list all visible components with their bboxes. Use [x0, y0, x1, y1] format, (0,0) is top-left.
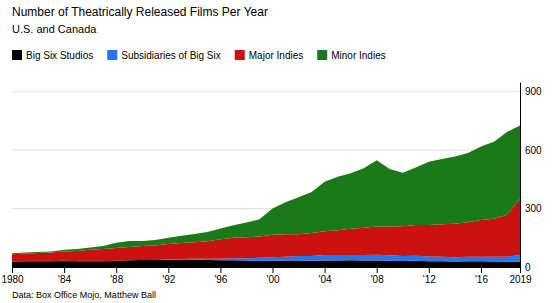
plot: 1980 '84 '88 '92 '96 '00 '04 '08 '12 '16 20190 300 6… — [1, 83, 542, 286]
tick-label: '84 — [58, 274, 71, 285]
x-axis: 1980 '84 '88 '92 '96 '00 '04 '08 '12 '16 2019 — [1, 267, 532, 285]
legend-swatch — [235, 50, 245, 60]
tick-label: 2019 — [509, 274, 532, 285]
tick-label: '12 — [423, 274, 436, 285]
tick: '92 — [162, 267, 175, 285]
tick: 600 — [520, 145, 542, 156]
axis-line — [13, 267, 521, 268]
tick: 300 — [520, 203, 542, 214]
grid-line — [12, 91, 520, 92]
tick-mark — [481, 267, 482, 273]
legend-swatch — [107, 50, 117, 60]
tick: '00 — [266, 267, 279, 285]
tick-label: 900 — [525, 86, 542, 97]
tick: '96 — [214, 267, 227, 285]
tick-label: '16 — [475, 274, 488, 285]
tick-label: '92 — [162, 274, 175, 285]
tick-mark — [168, 267, 169, 273]
title: Number of Theatrically Released Films Pe… — [12, 5, 268, 19]
tick-label: '88 — [110, 274, 123, 285]
legend-item: Minor Indies — [317, 50, 385, 61]
legend-swatch — [12, 50, 22, 60]
legend-item: Subsidiaries of Big Six — [107, 50, 221, 61]
y-axis: 0 300 600 900 — [520, 83, 542, 273]
tick-label: '00 — [266, 274, 279, 285]
chart: Number of Theatrically Released Films Pe… — [0, 0, 560, 303]
axis-line — [520, 83, 521, 268]
legend: Big Six Studios Subsidiaries of Big Six Ma… — [12, 50, 386, 61]
tick-label: 600 — [525, 145, 542, 156]
legend-item: Major Indies — [235, 50, 303, 61]
tick-label: 300 — [525, 203, 542, 214]
subtitle: U.S. and Canada — [12, 23, 97, 35]
tick: '88 — [110, 267, 123, 285]
tick-mark — [12, 267, 13, 273]
areas — [12, 125, 520, 267]
source: Data: Box Office Mojo, Matthew Ball — [12, 290, 156, 300]
tick-label: '04 — [319, 274, 332, 285]
tick-mark — [377, 267, 378, 273]
tick-mark — [325, 267, 326, 273]
tick-mark — [220, 267, 221, 273]
tick: '16 — [475, 267, 488, 285]
area — [12, 125, 520, 254]
tick-label: 0 — [525, 262, 531, 273]
tick-mark — [64, 267, 65, 273]
tick: 1980 — [1, 267, 24, 285]
legend-label: Major Indies — [249, 50, 303, 61]
tick: '84 — [58, 267, 71, 285]
grid-line — [12, 150, 520, 151]
tick-mark — [273, 267, 274, 273]
tick: '08 — [371, 267, 384, 285]
tick: 900 — [520, 86, 542, 97]
legend-swatch — [317, 50, 327, 60]
legend-label: Minor Indies — [331, 50, 385, 61]
grid — [12, 92, 520, 267]
tick-label: '96 — [214, 274, 227, 285]
tick-label: '08 — [371, 274, 384, 285]
tick-mark — [116, 267, 117, 273]
legend-label: Big Six Studios — [26, 50, 93, 61]
tick-label: 1980 — [1, 274, 24, 285]
tick: '12 — [423, 267, 436, 285]
tick-mark — [520, 267, 521, 273]
legend-label: Subsidiaries of Big Six — [121, 50, 221, 61]
legend-item: Big Six Studios — [12, 50, 93, 61]
tick-mark — [429, 267, 430, 273]
tick: 0 — [520, 262, 531, 273]
tick: '04 — [319, 267, 332, 285]
